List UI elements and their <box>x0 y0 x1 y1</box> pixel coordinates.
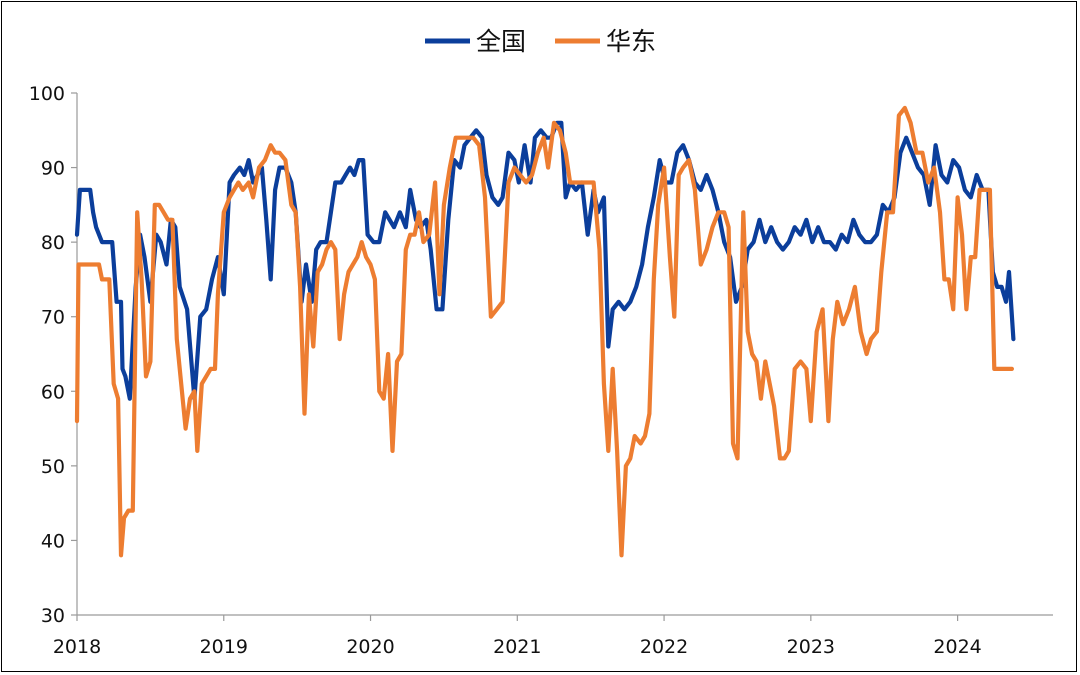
tick-labels: 30 40 50 60 70 80 90 100 2018 2019 2020 2021 2022 202… <box>29 83 982 658</box>
x-tick-label: 2020 <box>346 636 394 658</box>
y-tick-label: 80 <box>41 232 65 254</box>
y-tick-label: 70 <box>41 307 65 329</box>
y-tick-label: 100 <box>29 83 65 105</box>
series-line-national <box>74 120 1016 401</box>
x-tick-label: 2021 <box>493 636 541 658</box>
x-tick-label: 2019 <box>200 636 248 658</box>
y-tick-label: 90 <box>41 158 65 180</box>
legend: 全国 华东 <box>425 27 656 56</box>
axes <box>71 92 1053 621</box>
series-lines <box>74 105 1016 558</box>
x-tick-label: 2018 <box>53 636 101 658</box>
x-tick-label: 2022 <box>640 636 688 658</box>
legend-label-east-china: 华东 <box>606 27 656 56</box>
y-tick-label: 60 <box>41 381 65 403</box>
x-tick-label: 2024 <box>933 636 981 658</box>
series-line-east-china <box>74 105 1014 558</box>
x-tick-label: 2023 <box>787 636 835 658</box>
y-tick-label: 50 <box>41 456 65 478</box>
y-tick-label: 40 <box>41 530 65 552</box>
y-tick-label: 30 <box>41 605 65 627</box>
legend-label-national: 全国 <box>476 27 526 56</box>
